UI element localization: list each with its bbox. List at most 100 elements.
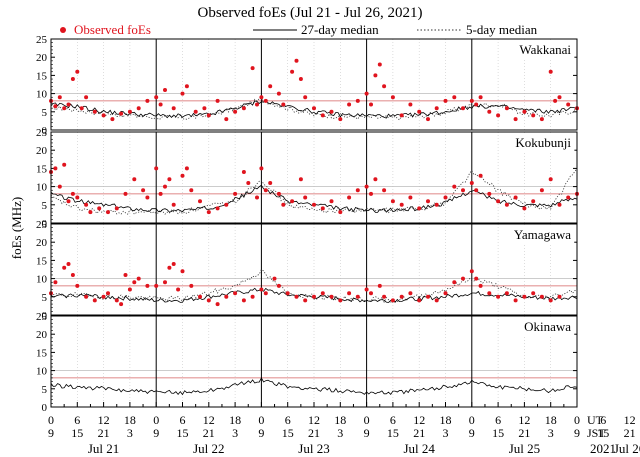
x-tick-label-jst: 9 <box>574 426 580 440</box>
y-tick-label: 5 <box>42 107 48 119</box>
observed-point <box>478 283 483 288</box>
x-tick-label-jst: 21 <box>203 426 215 440</box>
observed-point <box>373 73 378 78</box>
observed-point <box>84 95 89 100</box>
series-27day-median <box>50 377 578 396</box>
observed-point <box>408 102 413 107</box>
observed-point <box>377 283 382 288</box>
observed-point <box>70 77 75 81</box>
observed-point <box>276 91 281 96</box>
observed-point <box>408 195 413 200</box>
observed-point <box>171 106 176 111</box>
observed-points <box>49 58 579 122</box>
observed-point <box>303 95 308 100</box>
observed-point <box>136 276 141 281</box>
observed-point <box>443 291 448 296</box>
observed-point <box>434 298 439 303</box>
observed-point <box>136 106 141 111</box>
observed-point <box>417 206 422 211</box>
x-tick-label-ut: 12 <box>624 413 636 427</box>
panel-yamagawa: 0 5 10 15 20 25 Yamagawa <box>36 219 578 322</box>
observed-point <box>215 302 220 307</box>
y-tick-label: 15 <box>36 347 48 359</box>
observed-point <box>154 95 159 100</box>
x-tick-label-jst: 3 <box>443 426 449 440</box>
y-tick-label: 5 <box>42 292 48 304</box>
observed-point <box>250 66 255 71</box>
observed-point <box>66 102 71 107</box>
observed-point <box>263 291 268 296</box>
observed-point <box>132 280 137 285</box>
observed-point <box>355 294 360 299</box>
observed-point <box>434 202 439 207</box>
observed-point <box>531 113 536 118</box>
observed-point <box>452 184 457 189</box>
y-axis-label: foEs (MHz) <box>9 197 24 259</box>
y-tick-label: 20 <box>36 237 48 249</box>
observed-point <box>250 294 255 299</box>
y-tick-label: 15 <box>36 70 48 82</box>
y-tick-label: 20 <box>36 329 48 341</box>
observed-point <box>75 283 80 288</box>
observed-point <box>127 287 132 292</box>
observed-point <box>452 95 457 100</box>
y-tick-label: 20 <box>36 52 48 64</box>
observed-point <box>487 291 492 296</box>
observed-point <box>298 77 303 81</box>
observed-point <box>119 302 124 307</box>
observed-point <box>132 177 137 182</box>
day-label: Jul 26 <box>614 441 640 456</box>
x-tick-label-ut: 0 <box>574 413 580 427</box>
station-name-yamagawa: Yamagawa <box>514 227 571 242</box>
x-axis: 0612180612180612180612180612180612180915… <box>48 402 640 456</box>
y-tick-label: 5 <box>42 384 48 396</box>
observed-point <box>390 199 395 204</box>
observed-points <box>49 162 579 215</box>
observed-point <box>329 109 334 114</box>
x-tick-label-ut: 18 <box>334 413 346 427</box>
observed-point <box>399 294 404 299</box>
observed-point <box>184 166 189 171</box>
observed-point <box>390 95 395 100</box>
observed-point <box>263 98 268 103</box>
day-label: Jul 25 <box>509 441 540 456</box>
x-tick-label-ut: 6 <box>180 413 186 427</box>
y-tick-label: 20 <box>36 145 48 157</box>
x-tick-label-ut: 0 <box>364 413 370 427</box>
observed-point <box>329 199 334 204</box>
observed-point <box>167 265 172 270</box>
x-tick-label-ut: 18 <box>440 413 452 427</box>
x-tick-label-jst: 15 <box>387 426 399 440</box>
observed-point <box>496 113 501 118</box>
observed-point <box>224 117 229 122</box>
station-name-bg <box>516 41 575 58</box>
observed-point <box>382 294 387 299</box>
observed-point <box>53 166 58 171</box>
ut-tag: UT <box>587 413 604 427</box>
observed-point <box>443 195 448 200</box>
observed-point <box>320 206 325 211</box>
observed-point <box>141 188 146 193</box>
observed-point <box>233 109 238 114</box>
x-tick-label-jst: 15 <box>597 426 609 440</box>
observed-point <box>312 294 316 299</box>
y-tick-label: 25 <box>36 127 48 139</box>
panels: 0 5 10 15 20 25 Wakkanai 0 5 10 15 20 25 Kokubunji 0 5 1… <box>36 34 579 414</box>
observed-point <box>364 91 369 96</box>
observed-point <box>233 191 238 196</box>
x-tick-label-ut: 6 <box>495 413 501 427</box>
observed-point <box>259 287 264 292</box>
observed-point <box>474 276 479 281</box>
x-tick-label-jst: 3 <box>127 426 133 440</box>
observed-point <box>158 191 163 196</box>
station-name-okinawa: Okinawa <box>524 319 571 334</box>
x-tick-label-jst: 3 <box>232 426 238 440</box>
observed-point <box>62 162 67 167</box>
observed-point <box>171 202 176 207</box>
observed-point <box>531 291 536 296</box>
observed-point <box>70 191 75 196</box>
observed-point <box>241 298 246 303</box>
x-tick-label-ut: 6 <box>390 413 396 427</box>
observed-point <box>347 102 352 107</box>
x-tick-label-ut: 12 <box>203 413 215 427</box>
